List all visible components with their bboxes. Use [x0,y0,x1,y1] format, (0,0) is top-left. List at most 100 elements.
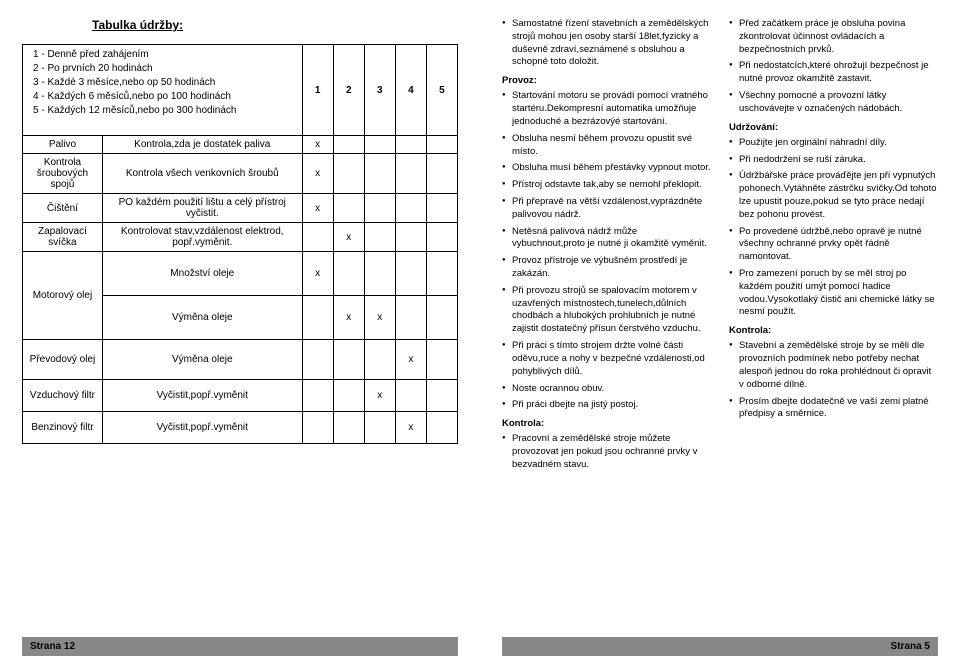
col-header: 2 [333,45,364,136]
table-row: Benzinový filtr Vyčistit,popř.vyměnit x [23,412,458,444]
col-header: 4 [395,45,426,136]
section-heading: Kontrola: [502,418,711,429]
list-item: Při nedodržení se ruší záruka. [729,154,938,167]
kontrola2-list: Stavební a zemědělské stroje by se měli … [729,340,938,421]
tick [302,296,333,340]
intro-item: 5 - Každých 12 měsíců,nebo po 300 hodiná… [33,104,298,118]
tick [364,340,395,380]
tick [333,252,364,296]
row-label: Kontrola šroubových spojů [23,154,103,194]
tick [364,194,395,223]
tick [302,340,333,380]
tick [395,380,426,412]
intro-item: 3 - Každé 3 měsíce,nebo op 50 hodinách [33,76,298,90]
list-item: Noste ocrannou obuv. [502,383,711,396]
row-desc: Kontrola,zda je dostatek paliva [102,136,302,154]
tick [395,252,426,296]
tick: x [395,340,426,380]
tick [364,223,395,252]
row-label: Vzduchový filtr [23,380,103,412]
list-item: Prosím dbejte dodatečně ve vaší zemi pla… [729,396,938,422]
list-item: Provoz přístroje ve výbušném prostředí j… [502,255,711,281]
tick [333,154,364,194]
tick: x [364,296,395,340]
table-intro-row: 1 - Denně před zahájením 2 - Po prvních … [23,45,458,136]
row-desc: Vyčistit,popř.vyměnit [102,412,302,444]
tick [426,194,457,223]
tick [426,136,457,154]
tick: x [395,412,426,444]
section-heading: Udržování: [729,122,938,133]
intro-item: 2 - Po prvních 20 hodinách [33,62,298,76]
tick [426,154,457,194]
right-page: Samostatné řízení stavebních a zemědělsk… [480,0,960,664]
list-item: Obsluha musí během přestávky vypnout mot… [502,162,711,175]
list-item: Samostatné řízení stavebních a zemědělsk… [502,18,711,69]
provoz-list: Startování motoru se provádí pomocí vrat… [502,90,711,412]
list-item: Startování motoru se provádí pomocí vrat… [502,90,711,128]
maintenance-table: 1 - Denně před zahájením 2 - Po prvních … [22,44,458,444]
list-item: Pro zamezení poruch by se měl stroj po k… [729,268,938,319]
tick [426,252,457,296]
tick [364,136,395,154]
intro-item: 4 - Každých 6 měsíců,nebo po 100 hodinác… [33,90,298,104]
tick [364,412,395,444]
list-item: Při práci s tímto strojem držte volné čá… [502,340,711,378]
list-item: Všechny pomocné a provozní látky uschová… [729,90,938,116]
tick [364,154,395,194]
tick [333,380,364,412]
right-col-a: Samostatné řízení stavebních a zemědělsk… [502,18,711,637]
tick [426,223,457,252]
tick: x [302,252,333,296]
row-desc: PO každém použití lištu a celý přístroj … [102,194,302,223]
tick [395,223,426,252]
page-footer-right: Strana 5 [502,637,938,656]
list-item: Přístroj odstavte tak,aby se nemohl přek… [502,179,711,192]
tick: x [302,154,333,194]
tick: x [364,380,395,412]
intro-item: 1 - Denně před zahájením [33,48,298,62]
table-row: Zapalovací svíčka Kontrolovat stav,vzdál… [23,223,458,252]
page-footer-left: Strana 12 [22,637,458,656]
tick: x [302,194,333,223]
list-item: Netěsná palivová nádrž může vybuchnout,p… [502,226,711,252]
row-desc: Výměna oleje [102,296,302,340]
udrz-list: Použijte jen orginální náhradní díly. Př… [729,137,938,320]
table-row: Motorový olej Množství oleje x [23,252,458,296]
list-item: Při nedostatcích,které ohrožují bezpečno… [729,60,938,86]
list-item: Při přepravě na větší vzdálenost,vyprázd… [502,196,711,222]
list-item: Po provedené údržbě,nebo opravě je nutné… [729,226,938,264]
tick [302,412,333,444]
tick [395,296,426,340]
list-item: Při práci dbejte na jistý postoj. [502,399,711,412]
tick [333,340,364,380]
list-item: Údržbářské práce prováďějte jen při vypn… [729,170,938,221]
tick: x [333,296,364,340]
tick [333,136,364,154]
row-desc: Výměna oleje [102,340,302,380]
row-label: Benzinový filtr [23,412,103,444]
tick [395,154,426,194]
row-label: Převodový olej [23,340,103,380]
tick [302,223,333,252]
intro-list: 1 - Denně před zahájením 2 - Po prvních … [33,48,298,118]
list-item: Obsluha nesmí během provozu opustit své … [502,133,711,159]
list-item: Použijte jen orginální náhradní díly. [729,137,938,150]
row-desc: Kontrola všech venkovních šroubů [102,154,302,194]
tick [333,194,364,223]
tick [426,340,457,380]
table-row: Vzduchový filtr Vyčistit,popř.vyměnit x [23,380,458,412]
table-row: Kontrola šroubových spojů Kontrola všech… [23,154,458,194]
list-item: Před začátkem práce je obsluha povina zk… [729,18,938,56]
row-label: Čištění [23,194,103,223]
kontrola-list: Pracovní a zemědělské stroje můžete prov… [502,433,711,471]
table-row: Čištění PO každém použití lištu a celý p… [23,194,458,223]
tick [333,412,364,444]
right-col-b: Před začátkem práce je obsluha povina zk… [729,18,938,637]
tick: x [302,136,333,154]
tick [364,252,395,296]
row-desc: Množství oleje [102,252,302,296]
col-header: 3 [364,45,395,136]
row-desc: Kontrolovat stav,vzdálenost elektrod, po… [102,223,302,252]
page-title: Tabulka údržby: [92,18,458,32]
